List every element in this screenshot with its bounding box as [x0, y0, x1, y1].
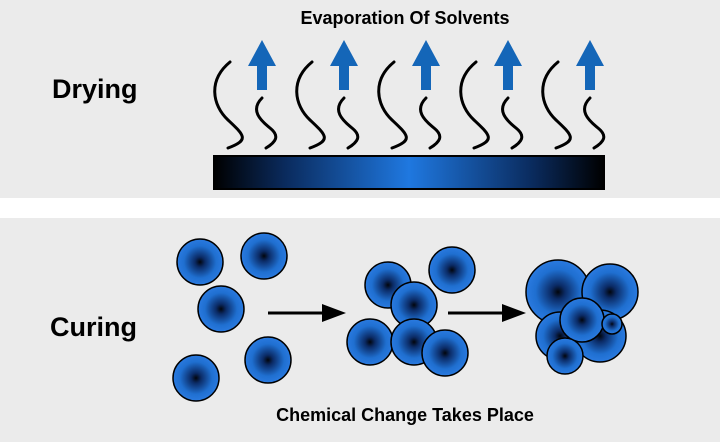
up-arrow-icon: [576, 40, 604, 90]
wavy-line-icon: [213, 60, 244, 150]
chemical-change-caption: Chemical Change Takes Place: [276, 405, 534, 425]
vapor-group: [213, 40, 606, 150]
right-arrow-icon: [268, 304, 346, 322]
particle-circle-icon: [601, 313, 623, 335]
particle-circle-icon: [421, 329, 469, 377]
up-arrow-icon: [412, 40, 440, 90]
particle-circle-icon: [559, 297, 605, 343]
coating-layer: [213, 155, 605, 190]
evaporation-caption: Evaporation Of Solvents: [300, 8, 510, 28]
up-arrow-icon: [248, 40, 276, 90]
wavy-line-icon: [377, 60, 408, 150]
right-arrow-icon: [448, 304, 526, 322]
particle-circle-icon: [346, 318, 394, 366]
particle-circle-icon: [244, 336, 292, 384]
up-arrow-icon: [494, 40, 522, 90]
wavy-line-icon: [337, 96, 360, 150]
particle-circle-icon: [240, 232, 288, 280]
particle-circle-icon: [176, 238, 224, 286]
wavy-line-icon: [255, 96, 278, 150]
wavy-line-icon: [583, 96, 606, 150]
particle-circle-icon: [546, 337, 584, 375]
wavy-line-icon: [541, 60, 572, 150]
up-arrow-icon: [330, 40, 358, 90]
particle-group: [172, 232, 639, 402]
particle-circle-icon: [197, 285, 245, 333]
drying-label: Drying: [52, 74, 138, 104]
particle-circle-icon: [428, 246, 476, 294]
wavy-line-icon: [419, 96, 442, 150]
wavy-line-icon: [295, 60, 326, 150]
wavy-line-icon: [501, 96, 524, 150]
curing-label: Curing: [50, 312, 137, 342]
wavy-line-icon: [459, 60, 490, 150]
particle-circle-icon: [172, 354, 220, 402]
